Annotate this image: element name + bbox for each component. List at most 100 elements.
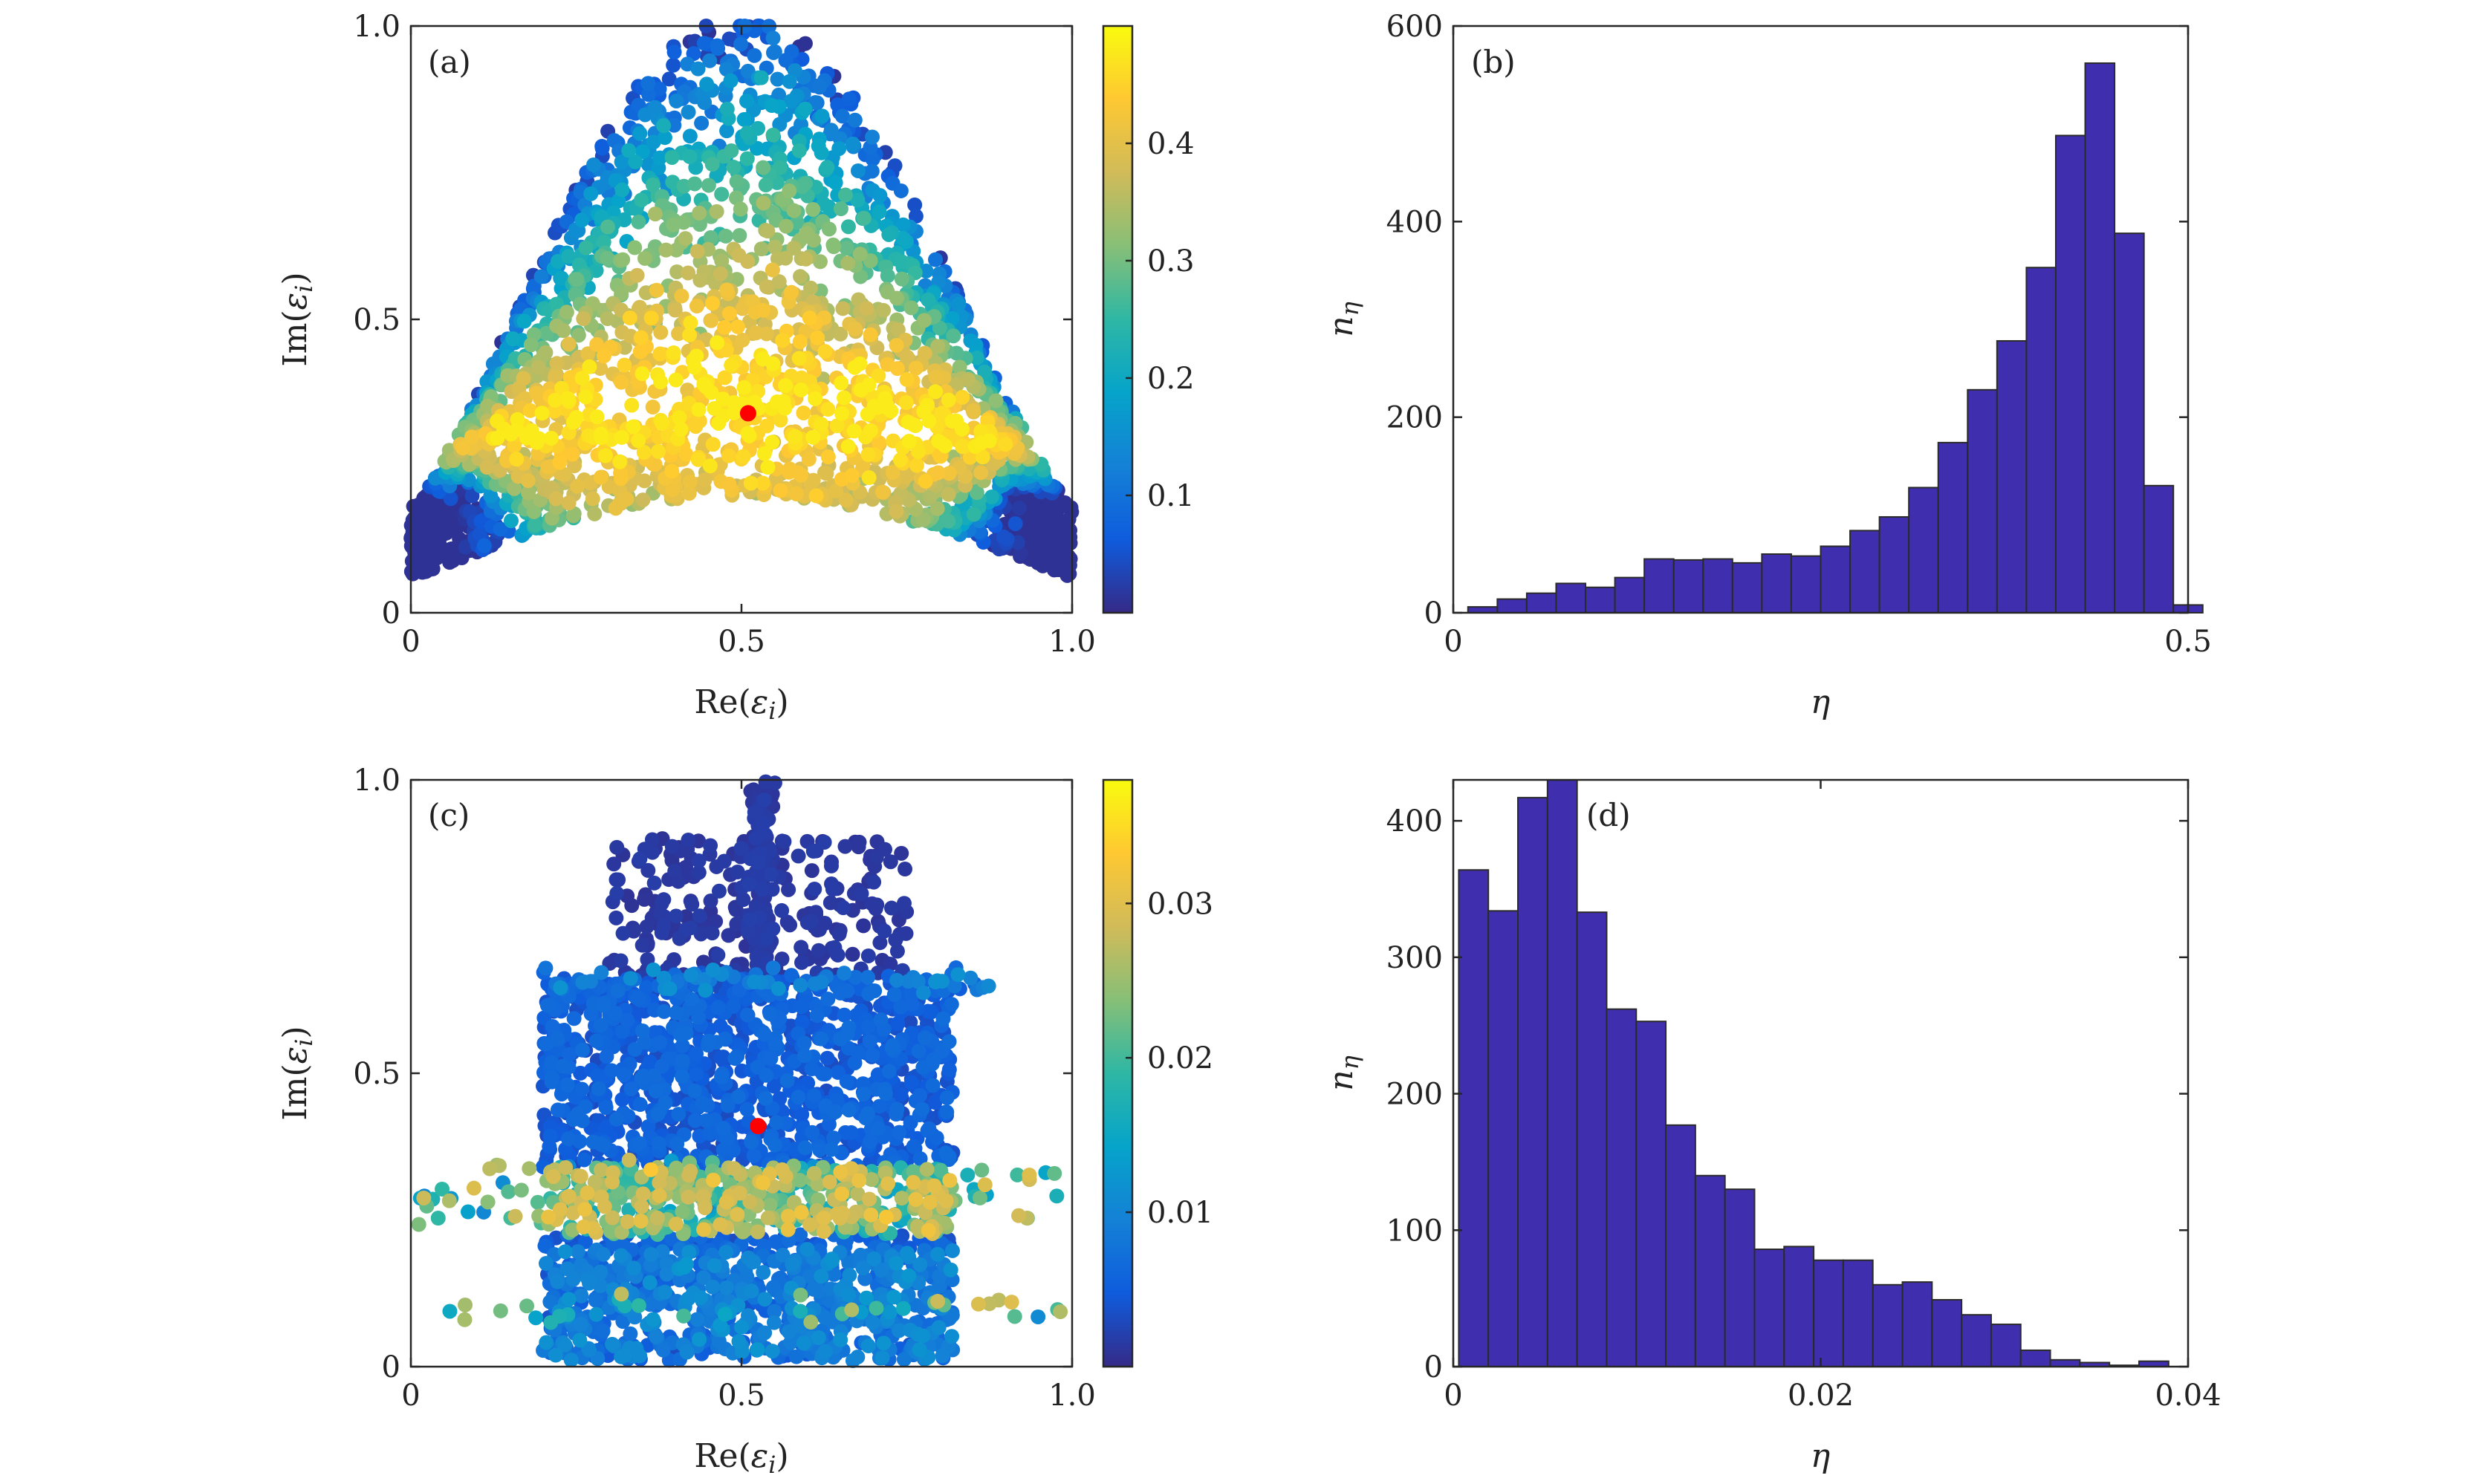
scatter-point	[576, 311, 591, 327]
scatter-point	[681, 486, 697, 501]
scatter-point	[609, 885, 625, 901]
scatter-point	[632, 851, 648, 867]
scatter-point	[773, 483, 788, 498]
scatter-point	[889, 290, 904, 306]
scatter-point	[666, 217, 681, 232]
histogram-bar	[1496, 598, 1528, 614]
scatter-point	[817, 834, 832, 850]
scatter-point	[616, 1067, 632, 1082]
scatter-point	[531, 431, 547, 446]
scatter-point	[988, 393, 1004, 409]
scatter-point	[555, 1058, 571, 1074]
scatter-point	[898, 394, 914, 410]
scatter-point	[837, 966, 852, 981]
scatter-point	[911, 1044, 926, 1059]
scatter-point	[817, 1344, 833, 1359]
scatter-point	[664, 463, 680, 479]
scatter-point	[723, 73, 739, 88]
scatter-point	[981, 978, 996, 994]
scatter-point	[814, 1031, 829, 1047]
scatter-point	[775, 1247, 791, 1263]
scatter-point	[744, 1283, 759, 1299]
scatter-point	[665, 175, 681, 190]
scatter-point	[839, 1074, 854, 1090]
histogram-bar	[1672, 559, 1704, 614]
histogram-bar	[1967, 388, 1998, 614]
scatter-point	[570, 478, 585, 494]
scatter-point	[770, 251, 785, 267]
scatter-point	[840, 983, 855, 999]
scatter-point	[574, 1042, 590, 1058]
scatter-point	[869, 850, 884, 865]
scatter-point	[545, 1070, 560, 1085]
scatter-point	[713, 1050, 729, 1066]
scatter-point	[652, 150, 668, 166]
scatter-point	[624, 397, 640, 413]
scatter-point	[557, 1337, 573, 1353]
scatter-point	[667, 863, 683, 879]
scatter-point	[865, 1315, 880, 1330]
scatter-point	[837, 839, 853, 854]
scatter-point	[848, 321, 863, 336]
scatter-point	[774, 902, 790, 918]
scatter-point	[811, 1283, 826, 1299]
scatter-point	[655, 1244, 670, 1260]
scatter-point	[593, 1264, 608, 1280]
scatter-point	[765, 356, 781, 371]
scatter-point	[820, 160, 835, 175]
scatter-point	[593, 1018, 608, 1033]
scatter-point	[569, 272, 585, 287]
histogram-bar	[1614, 576, 1646, 614]
scatter-point	[817, 344, 833, 359]
scatter-point	[841, 1102, 857, 1118]
scatter-point	[629, 1341, 644, 1356]
scatter-point	[718, 1280, 734, 1295]
scatter-point	[635, 937, 650, 953]
scatter-point	[845, 136, 860, 152]
scatter-point	[561, 336, 577, 352]
scatter-point	[865, 152, 880, 167]
scatter-point	[689, 348, 704, 364]
scatter-point	[719, 282, 735, 298]
scatter-point	[729, 917, 744, 932]
scatter-point	[916, 313, 932, 328]
scatter-point	[759, 1067, 774, 1083]
scatter-point	[876, 302, 892, 318]
scatter-point	[643, 310, 659, 326]
scatter-point	[664, 839, 680, 854]
scatter-point	[822, 1292, 837, 1308]
scatter-point	[840, 439, 856, 455]
panel-a-cbar-tick-label: 0.3	[1147, 244, 1195, 279]
scatter-point	[614, 1023, 630, 1039]
scatter-point	[890, 1016, 906, 1032]
scatter-point	[941, 1034, 957, 1049]
panel-b-frame	[1452, 25, 2190, 614]
scatter-point	[864, 163, 880, 179]
scatter-point	[573, 1065, 588, 1081]
scatter-point	[645, 400, 661, 415]
scatter-point	[615, 252, 631, 267]
scatter-point	[767, 1036, 783, 1052]
scatter-point	[814, 145, 829, 160]
scatter-point	[730, 864, 745, 879]
scatter-point	[860, 1106, 876, 1122]
scatter-point	[596, 1246, 611, 1262]
histogram-bar	[1525, 592, 1557, 614]
scatter-point	[863, 1133, 878, 1149]
scatter-point	[877, 394, 893, 410]
scatter-point	[872, 188, 888, 204]
scatter-point	[656, 892, 672, 908]
scatter-point	[880, 268, 895, 284]
scatter-point	[939, 1104, 955, 1120]
scatter-point	[739, 1007, 755, 1023]
scatter-point	[646, 1068, 662, 1084]
scatter-point	[720, 1098, 736, 1113]
scatter-point	[582, 359, 597, 374]
scatter-point	[570, 1106, 585, 1122]
scatter-point	[637, 107, 653, 123]
scatter-point	[758, 1091, 773, 1107]
scatter-point	[588, 1292, 603, 1308]
scatter-point	[769, 1115, 785, 1130]
scatter-point	[866, 1251, 882, 1266]
scatter-point	[586, 157, 602, 172]
